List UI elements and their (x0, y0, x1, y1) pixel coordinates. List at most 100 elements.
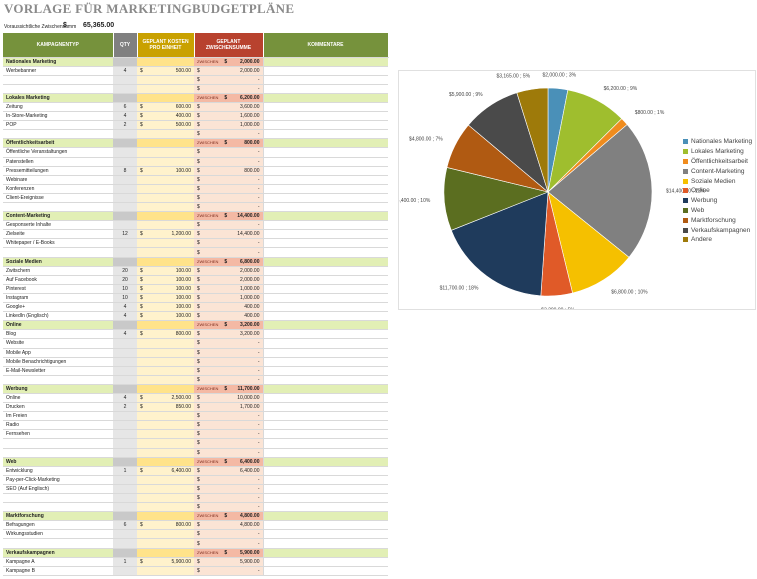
item-qty-cell[interactable] (113, 375, 137, 385)
item-cost-cell[interactable] (137, 484, 194, 495)
item-qty-cell[interactable] (113, 84, 137, 94)
item-qty-cell[interactable]: 1 (113, 557, 137, 567)
category-name[interactable]: Web (3, 457, 113, 467)
category-subtotal-cell[interactable]: ZWISCHEN $2,000.00 (194, 57, 263, 67)
item-subtotal-cell[interactable]: $400.00 (194, 302, 263, 313)
item-qty-cell[interactable]: 20 (113, 266, 137, 276)
item-cost-cell[interactable] (137, 184, 194, 194)
item-name-cell[interactable] (3, 75, 113, 85)
item-subtotal-cell[interactable]: $800.00 (194, 166, 263, 176)
item-qty-cell[interactable] (113, 429, 137, 440)
item-subtotal-cell[interactable]: $400.00 (194, 311, 263, 322)
item-qty-cell[interactable] (113, 220, 137, 231)
item-cost-cell[interactable]: $400.00 (137, 111, 194, 122)
item-qty-cell[interactable] (113, 448, 137, 458)
item-name-cell[interactable]: Instagram (3, 293, 113, 304)
comment-cell[interactable] (262, 411, 388, 422)
item-cost-cell[interactable]: $100.00 (137, 275, 194, 285)
item-subtotal-cell[interactable]: $ - (194, 475, 263, 485)
item-qty-cell[interactable]: 1 (113, 466, 137, 476)
comment-cell[interactable] (262, 293, 388, 304)
comment-cell[interactable] (262, 538, 388, 549)
item-name-cell[interactable]: Mobile App (3, 348, 113, 358)
item-subtotal-cell[interactable]: $ - (194, 366, 263, 376)
item-qty-cell[interactable] (113, 420, 137, 431)
item-qty-cell[interactable] (113, 484, 137, 495)
comment-cell[interactable] (262, 147, 388, 158)
comment-cell[interactable] (262, 493, 388, 504)
item-qty-cell[interactable] (113, 129, 137, 140)
category-subtotal-cell[interactable]: ZWISCHEN $800.00 (194, 138, 263, 149)
category-qty-cell[interactable] (113, 320, 137, 331)
item-name-cell[interactable] (3, 247, 113, 258)
item-subtotal-cell[interactable]: $ - (194, 147, 263, 158)
item-cost-cell[interactable] (137, 366, 194, 376)
item-name-cell[interactable]: Wirkungsstudien (3, 529, 113, 540)
item-subtotal-cell[interactable]: $ - (194, 411, 263, 422)
comment-cell[interactable] (262, 484, 388, 495)
header-subtotal[interactable]: GEPLANT ZWISCHENSUMME (194, 33, 264, 58)
item-cost-cell[interactable]: $6,400.00 (137, 466, 194, 476)
item-qty-cell[interactable] (113, 366, 137, 376)
comment-cell[interactable] (262, 557, 388, 567)
category-cost-cell[interactable] (137, 320, 194, 331)
item-cost-cell[interactable] (137, 475, 194, 485)
item-name-cell[interactable]: E-Mail-Newsletter (3, 366, 113, 376)
item-cost-cell[interactable] (137, 538, 194, 549)
comment-cell[interactable] (262, 320, 388, 331)
category-name[interactable]: Nationales Marketing (3, 57, 113, 67)
item-subtotal-cell[interactable]: $ - (194, 247, 263, 258)
item-cost-cell[interactable] (137, 193, 194, 204)
item-subtotal-cell[interactable]: $10,000.00 (194, 393, 263, 404)
item-cost-cell[interactable]: $2,500.00 (137, 393, 194, 404)
item-qty-cell[interactable] (113, 493, 137, 504)
item-subtotal-cell[interactable]: $ - (194, 84, 263, 94)
item-name-cell[interactable]: Mobile Benachrichtigungen (3, 357, 113, 367)
comment-cell[interactable] (262, 129, 388, 140)
item-subtotal-cell[interactable]: $ - (194, 538, 263, 549)
item-cost-cell[interactable] (137, 338, 194, 349)
comment-cell[interactable] (262, 548, 388, 558)
item-name-cell[interactable] (3, 84, 113, 94)
item-cost-cell[interactable]: $100.00 (137, 311, 194, 322)
item-cost-cell[interactable] (137, 84, 194, 94)
comment-cell[interactable] (262, 366, 388, 376)
comment-cell[interactable] (262, 529, 388, 540)
item-name-cell[interactable]: Kampagne B (3, 566, 113, 576)
item-name-cell[interactable]: Zwitschern (3, 266, 113, 276)
category-cost-cell[interactable] (137, 257, 194, 267)
item-name-cell[interactable]: Online (3, 393, 113, 404)
category-qty-cell[interactable] (113, 384, 137, 394)
item-subtotal-cell[interactable]: $ - (194, 429, 263, 440)
item-subtotal-cell[interactable]: $2,000.00 (194, 66, 263, 76)
item-subtotal-cell[interactable]: $ - (194, 493, 263, 504)
item-cost-cell[interactable] (137, 247, 194, 258)
item-cost-cell[interactable] (137, 529, 194, 540)
item-cost-cell[interactable]: $850.00 (137, 402, 194, 413)
item-qty-cell[interactable] (113, 202, 137, 213)
comment-cell[interactable] (262, 357, 388, 367)
item-name-cell[interactable]: In-Store-Marketing (3, 111, 113, 122)
item-cost-cell[interactable] (137, 375, 194, 385)
pie-slice[interactable] (516, 87, 549, 193)
comment-cell[interactable] (262, 448, 388, 458)
comment-cell[interactable] (262, 75, 388, 85)
comment-cell[interactable] (262, 220, 388, 231)
item-qty-cell[interactable]: 4 (113, 393, 137, 404)
item-subtotal-cell[interactable]: $ - (194, 529, 263, 540)
item-qty-cell[interactable] (113, 566, 137, 576)
item-subtotal-cell[interactable]: $ - (194, 502, 263, 513)
item-qty-cell[interactable] (113, 175, 137, 185)
comment-cell[interactable] (262, 466, 388, 476)
item-subtotal-cell[interactable]: $1,000.00 (194, 284, 263, 294)
item-name-cell[interactable]: Konferenzen (3, 184, 113, 194)
category-qty-cell[interactable] (113, 548, 137, 558)
item-cost-cell[interactable]: $100.00 (137, 166, 194, 176)
item-name-cell[interactable] (3, 129, 113, 140)
item-name-cell[interactable]: Pinterest (3, 284, 113, 294)
item-name-cell[interactable]: Pressemitteilungen (3, 166, 113, 176)
item-qty-cell[interactable] (113, 193, 137, 204)
item-qty-cell[interactable]: 10 (113, 284, 137, 294)
item-subtotal-cell[interactable]: $ - (194, 438, 263, 449)
item-name-cell[interactable]: POP (3, 120, 113, 131)
